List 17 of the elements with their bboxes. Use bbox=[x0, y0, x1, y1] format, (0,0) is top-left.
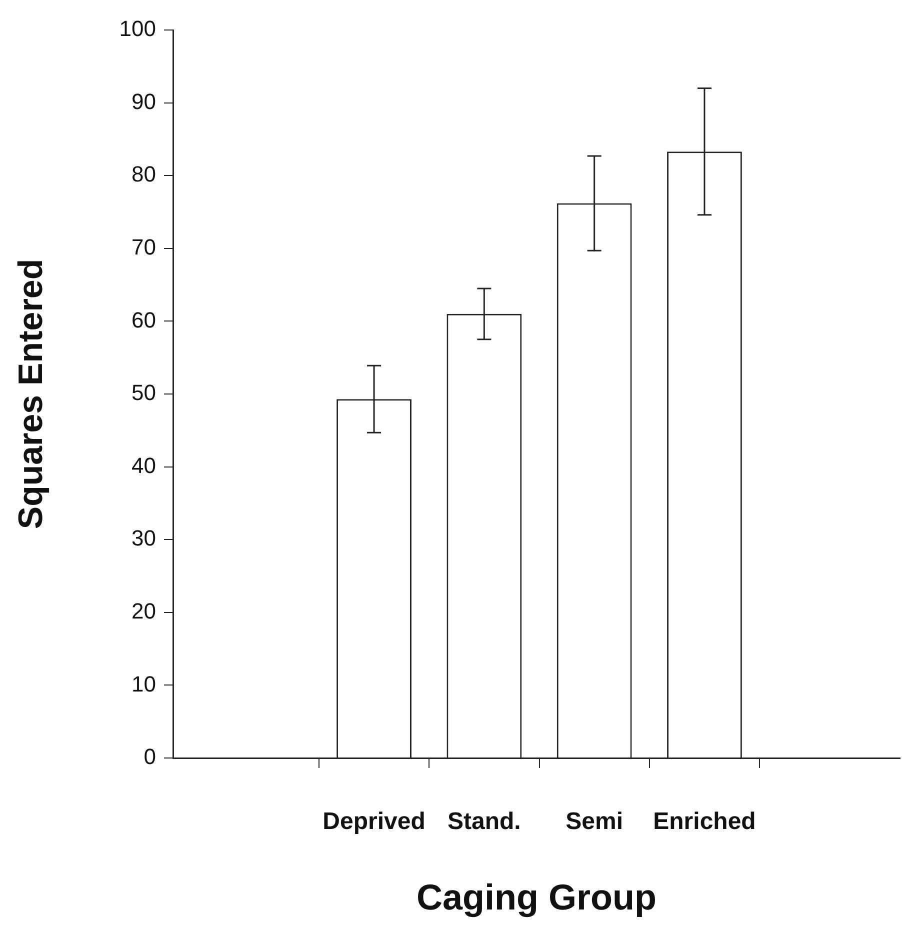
y-tick-label: 90 bbox=[132, 88, 156, 114]
x-tick-label: Enriched bbox=[653, 808, 756, 836]
y-tick-label: 40 bbox=[132, 452, 156, 478]
y-tick-label: 80 bbox=[132, 162, 156, 187]
x-tick-label: Deprived bbox=[322, 808, 426, 836]
y-tick-label: 100 bbox=[119, 16, 156, 42]
y-tick-label: 20 bbox=[132, 598, 156, 624]
y-axis-title: Squares Entered bbox=[12, 258, 50, 530]
y-tick-label: 30 bbox=[132, 526, 156, 551]
y-tick-label: 50 bbox=[132, 380, 156, 406]
x-axis-title: Caging Group bbox=[416, 876, 656, 918]
x-tick-label: Stand. bbox=[448, 808, 521, 836]
x-tick-label: Semi bbox=[566, 808, 624, 836]
y-tick-label: 60 bbox=[132, 307, 156, 332]
y-tick-label: 10 bbox=[132, 671, 156, 696]
y-tick-label: 70 bbox=[132, 234, 156, 260]
y-tick-label: 0 bbox=[144, 744, 156, 770]
